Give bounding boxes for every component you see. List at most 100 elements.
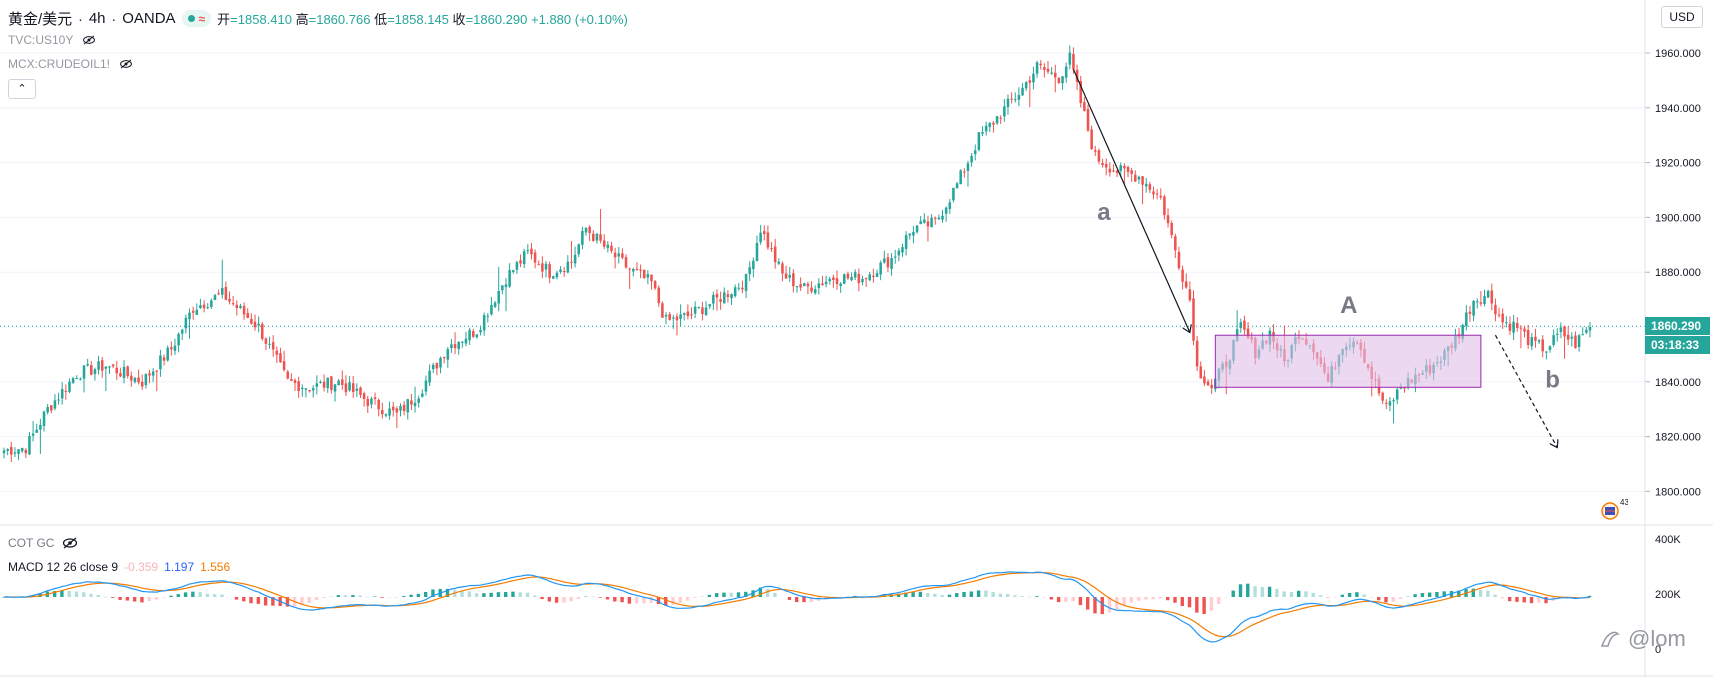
candle-body (228, 298, 231, 302)
macd-hist-bar (111, 597, 115, 598)
candle-body (344, 383, 348, 393)
macd-hist-value: -0.359 (124, 560, 159, 574)
macd-hist-bar (1049, 597, 1054, 600)
macd-hist-bar (1457, 590, 1461, 597)
candle-body (1112, 170, 1115, 172)
collapse-legend-button[interactable]: ⌃ (8, 79, 36, 99)
currency-button[interactable]: USD (1661, 6, 1703, 28)
macd-hist-bar (169, 595, 173, 597)
candle-body (173, 345, 177, 351)
symbol-legend: 黄金/美元 · 4h · OANDA ≈ 开=1858.410 高=1860.7… (8, 8, 628, 29)
candle-body (391, 406, 395, 411)
macd-hist-bar (1406, 596, 1410, 597)
candle-body (97, 361, 100, 370)
macd-hist-bar (976, 590, 981, 597)
candle-body (1210, 384, 1213, 389)
candle-body (806, 283, 810, 287)
candle-body (1523, 328, 1526, 332)
macd-legend[interactable]: MACD 12 26 close 9 -0.359 1.197 1.556 (8, 560, 230, 574)
macd-hist-bar (431, 589, 435, 597)
macd-hist-bar (474, 593, 479, 597)
candle-body (1104, 163, 1108, 168)
candle-body (1381, 392, 1384, 401)
candle-body (1512, 321, 1515, 333)
candle-body (355, 388, 359, 391)
macd-hist-bar (322, 597, 326, 599)
candle-body (748, 267, 751, 275)
macd-signal-line (4, 572, 1591, 638)
candle-body (850, 276, 853, 281)
macd-axis: 400K 200K 0 (1655, 534, 1681, 656)
candle-body (1486, 291, 1490, 298)
candle-body (1188, 289, 1192, 301)
macd-hist-bar (118, 597, 122, 600)
candle-body (166, 347, 169, 361)
candle-body (1570, 336, 1574, 339)
candle-body (933, 217, 937, 219)
macd-hist-bar (700, 596, 704, 597)
macd-hist-bar (1246, 583, 1250, 597)
candle-body (31, 433, 35, 436)
eye-hidden-icon[interactable] (118, 59, 134, 69)
eye-hidden-icon[interactable] (81, 35, 97, 45)
macd-hist-bar (518, 592, 522, 597)
macd-hist-bar (183, 592, 188, 597)
symbol-name[interactable]: 黄金/美元 (8, 11, 73, 28)
candle-body (1508, 323, 1512, 331)
macd-hist-bar (533, 595, 537, 597)
candle-body (1526, 329, 1530, 346)
candle-body (1192, 298, 1195, 341)
macd-hist-bar (1384, 597, 1388, 603)
overlay-us10y[interactable]: TVC:US10Y (8, 33, 97, 47)
price-tick-label: 1920.000 (1655, 158, 1701, 170)
timeframe[interactable]: 4h (88, 10, 106, 27)
macd-hist-bar (147, 597, 151, 602)
macd-hist-bar (576, 597, 581, 599)
candle-body (490, 305, 493, 315)
candle-body (712, 294, 715, 304)
macd-hist-bar (1515, 597, 1519, 602)
macd-line-value: 1.197 (164, 560, 195, 574)
candle-body (108, 366, 111, 368)
market-status-badge[interactable]: ≈ (181, 10, 212, 27)
candle-body (24, 449, 28, 454)
candle-body (1159, 195, 1163, 198)
macd-hist-bar (1391, 597, 1395, 602)
candle-body (53, 400, 57, 409)
eye-hidden-icon[interactable] (62, 537, 78, 549)
candle-body (279, 353, 282, 363)
candle-body (86, 364, 89, 366)
macd-hist-bar (1420, 593, 1425, 597)
candle-body (1144, 183, 1148, 187)
macd-hist-bar (300, 597, 304, 605)
candle-body (373, 397, 377, 399)
macd-hist-bar (1056, 597, 1061, 603)
macd-hist-bar (1427, 592, 1432, 597)
candle-body (1090, 129, 1093, 150)
candle-body (381, 410, 384, 415)
overlay-crudeoil[interactable]: MCX:CRUDEOIL1! (8, 57, 134, 71)
candle-body (479, 330, 482, 333)
cot-indicator-title[interactable]: COT GC (8, 536, 78, 550)
candle-body (766, 232, 770, 248)
candle-body (486, 315, 490, 317)
candle-body (1039, 63, 1042, 66)
candle-body (759, 232, 762, 243)
price-tick-label: 1880.000 (1655, 267, 1701, 279)
candle-body (595, 233, 599, 241)
candle-body (872, 275, 875, 277)
macd-hist-bar (1282, 591, 1286, 597)
macd-hist-bar (933, 593, 937, 597)
candle-body (1465, 312, 1468, 327)
candle-body (6, 449, 9, 451)
macd-hist-bar (1318, 595, 1323, 597)
candle-body (246, 313, 249, 318)
macd-hist-bar (744, 591, 748, 597)
macd-hist-bar (918, 591, 923, 597)
economic-events-badge[interactable]: 43 (1598, 498, 1628, 520)
candle-body (522, 251, 526, 265)
candle-body (39, 424, 42, 430)
macd-hist-bar (60, 590, 64, 597)
candle-body (235, 304, 239, 309)
